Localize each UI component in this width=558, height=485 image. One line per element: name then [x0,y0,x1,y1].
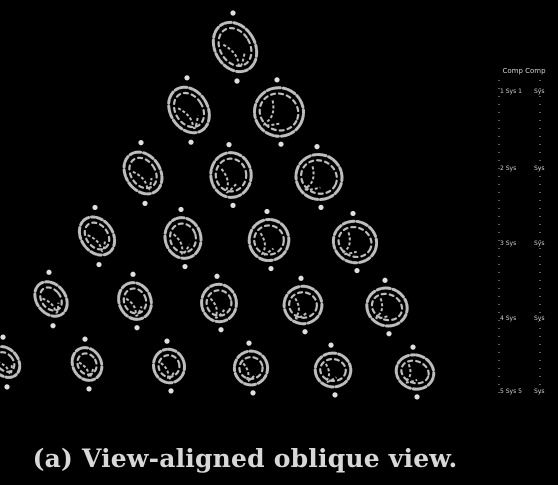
glyph-node [184,75,190,81]
glyph-node [230,202,236,208]
glyph-node [314,144,320,150]
figure-caption: (a) View-aligned oblique view. [32,444,458,473]
glyph-node [188,139,194,145]
glyph-node [414,394,420,400]
glyph-node [250,390,256,396]
glyph-node [274,77,280,83]
tensor-glyph [313,351,353,389]
glyph-node [410,344,416,350]
tensor-glyph [77,215,117,257]
tensor-glyph [252,86,306,138]
tensor-glyph [122,150,164,196]
tensor-glyph [331,219,379,265]
glyph-node [382,277,388,283]
glyph-node [134,325,140,331]
glyph-node [328,342,334,348]
glyph-node [86,386,92,392]
axis-tick-label-right: Sys [534,315,545,322]
axis-tick-label-right: Sys [534,388,545,395]
tensor-glyph [282,284,324,326]
glyph-node [234,78,240,84]
axis-panel-title: Comp Comp [502,67,546,75]
tensor-glyph [70,346,104,382]
tensor-glyph [163,216,203,260]
glyph-node [278,141,284,147]
glyph-node [246,340,252,346]
axis-tick-label-right: Sys [534,240,545,247]
glyph-node [218,327,224,333]
glyph-node [50,323,56,329]
glyph-node [164,338,170,344]
glyph-node [318,204,324,210]
glyph-node [178,206,184,213]
tensor-glyph [247,217,291,263]
glyph-node [226,142,232,148]
axis-tick-label-right: Sys [534,88,545,95]
glyph-node [138,140,144,146]
tensor-glyph [200,282,238,324]
tensor-glyph [232,349,270,387]
axis-tick-label-right: Sys [534,165,545,172]
tensor-glyph [117,281,153,321]
axis-tick-label-left: 5 Sys 5 [500,388,522,395]
glyph-node [82,336,88,342]
glyph-node [96,261,102,268]
tensor-glyph [0,345,22,379]
glyph-node [302,329,308,335]
axis-tick-label-left: 3 Sys [500,240,517,247]
tensor-glyph [211,20,259,74]
tensor-glyph [151,347,187,385]
axis-tick-label-left: 1 Sys 1 [500,88,522,95]
glyph-node [350,210,356,217]
axis-tick-label-left: 2 Sys [500,165,517,172]
glyph-node [264,208,270,215]
glyph-node [92,204,98,211]
glyph-node [4,384,10,390]
glyph-node [386,331,392,337]
glyph-node [130,271,136,277]
glyph-node [268,265,274,272]
glyph-node [46,269,52,275]
tensor-glyph [365,286,409,328]
glyph-node [0,334,6,340]
axis-tick-label-left: 4 Sys [500,315,517,322]
tensor-glyph [167,85,211,135]
glyph-node [354,267,360,274]
tensor-glyph [394,353,436,391]
glyph-node [332,392,338,398]
tensor-glyph [33,280,69,318]
tensor-glyph [209,151,253,199]
tensor-glyph [294,152,344,202]
glyph-node [142,200,148,206]
glyph-node [182,263,188,270]
glyph-node [214,273,220,279]
glyph-node [298,275,304,281]
glyph-node [168,388,174,394]
glyph-node [230,10,236,16]
